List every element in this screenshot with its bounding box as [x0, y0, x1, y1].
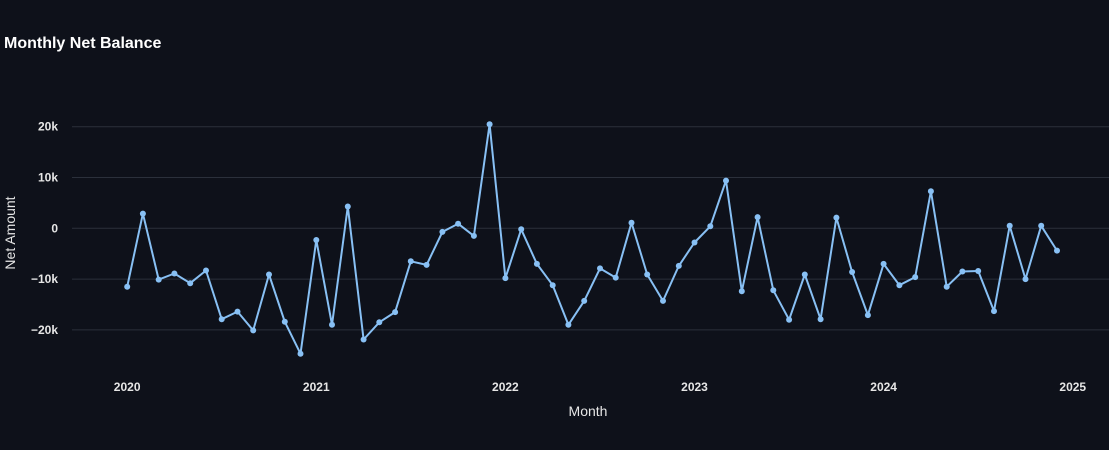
data-point[interactable] — [723, 177, 729, 184]
data-point[interactable] — [864, 312, 871, 319]
data-point[interactable] — [581, 297, 588, 304]
data-point[interactable] — [533, 260, 540, 267]
data-point[interactable] — [155, 276, 162, 283]
data-point[interactable] — [218, 316, 225, 323]
data-point[interactable] — [1022, 276, 1029, 283]
data-point[interactable] — [975, 268, 982, 274]
y-tick-label: 0 — [51, 221, 58, 235]
x-tick-label: 2023 — [681, 380, 708, 394]
data-point[interactable] — [455, 220, 462, 227]
series-line — [126, 123, 1058, 355]
x-tick-label: 2021 — [303, 380, 330, 394]
x-tick-label: 2022 — [492, 380, 519, 394]
data-point[interactable] — [344, 203, 351, 210]
data-point[interactable] — [896, 282, 903, 289]
data-point[interactable] — [234, 308, 241, 315]
data-point[interactable] — [392, 309, 399, 316]
data-point[interactable] — [313, 237, 320, 243]
data-point[interactable] — [376, 319, 383, 326]
data-point[interactable] — [1006, 222, 1013, 229]
series-net-balance — [124, 121, 1060, 357]
y-tick-label: −10k — [31, 272, 58, 286]
data-point[interactable] — [597, 265, 603, 272]
data-point[interactable] — [439, 228, 446, 235]
data-point[interactable] — [329, 321, 335, 328]
data-point[interactable] — [675, 262, 682, 269]
data-point[interactable] — [360, 336, 367, 343]
data-point[interactable] — [817, 316, 824, 323]
gridlines — [72, 126, 1109, 331]
data-point[interactable] — [518, 226, 525, 233]
data-point[interactable] — [565, 321, 572, 328]
y-tick-label: −20k — [31, 323, 58, 337]
x-axis-title: Month — [569, 403, 608, 419]
x-tick-label: 2020 — [114, 380, 141, 394]
data-point[interactable] — [423, 261, 430, 268]
data-point[interactable] — [833, 214, 840, 221]
data-point[interactable] — [486, 121, 493, 128]
data-point[interactable] — [991, 308, 997, 315]
data-point[interactable] — [880, 260, 887, 267]
y-axis-title: Net Amount — [2, 196, 18, 269]
data-point[interactable] — [660, 297, 666, 304]
y-axis-ticks: 20k 10k 0 −10k −20k — [31, 120, 58, 337]
data-point[interactable] — [959, 268, 966, 275]
data-point[interactable] — [754, 214, 761, 221]
data-point[interactable] — [644, 271, 651, 278]
data-point[interactable] — [770, 287, 777, 294]
data-point[interactable] — [738, 288, 745, 295]
x-tick-label: 2025 — [1059, 380, 1086, 394]
data-point[interactable] — [927, 188, 934, 195]
data-point[interactable] — [266, 271, 272, 278]
data-point[interactable] — [786, 316, 793, 323]
data-point[interactable] — [691, 239, 698, 246]
data-point[interactable] — [1038, 222, 1045, 229]
y-tick-label: 10k — [38, 171, 58, 185]
data-point[interactable] — [707, 223, 714, 230]
data-point[interactable] — [943, 283, 950, 290]
data-point[interactable] — [297, 350, 304, 357]
data-point[interactable] — [281, 318, 288, 325]
chart-title: Monthly Net Balance — [4, 35, 162, 52]
data-point[interactable] — [407, 258, 414, 265]
data-point[interactable] — [502, 275, 509, 282]
data-point[interactable] — [187, 280, 194, 287]
data-point[interactable] — [171, 270, 178, 277]
data-point[interactable] — [470, 232, 477, 239]
data-point[interactable] — [849, 269, 856, 275]
data-point[interactable] — [203, 267, 209, 274]
data-point[interactable] — [139, 210, 146, 217]
data-point[interactable] — [628, 219, 635, 226]
data-point[interactable] — [1054, 247, 1060, 254]
data-point[interactable] — [801, 271, 808, 278]
data-point[interactable] — [549, 282, 556, 289]
data-point[interactable] — [912, 274, 919, 281]
x-tick-label: 2024 — [870, 380, 897, 394]
data-point[interactable] — [124, 283, 131, 290]
data-point[interactable] — [250, 327, 257, 334]
x-axis-ticks: 2020 2021 2022 2023 2024 2025 — [114, 380, 1087, 394]
data-point[interactable] — [612, 274, 619, 281]
y-tick-label: 20k — [38, 120, 58, 134]
